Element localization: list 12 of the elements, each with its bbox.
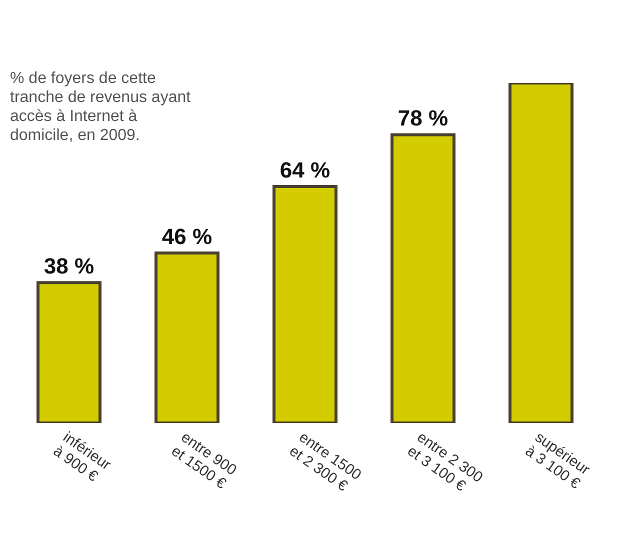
bar (36, 281, 102, 423)
bar (390, 133, 456, 423)
x-tick-label: entre 900 et 1500 € (168, 428, 240, 493)
bar (272, 184, 338, 423)
data-label: 78 % (398, 106, 448, 131)
x-tick-label: entre 1500 et 2 300 € (286, 428, 364, 496)
data-label: 38 % (44, 254, 94, 279)
x-tick-label: entre 2 300 et 3 100 € (404, 428, 486, 496)
data-label: 46 % (162, 224, 212, 249)
data-label: 64 % (280, 157, 330, 182)
text: % de foyers de cette tranche de revenus ayant accès à Internet à domicile, en 2009. (10, 70, 192, 144)
bar (154, 252, 220, 423)
